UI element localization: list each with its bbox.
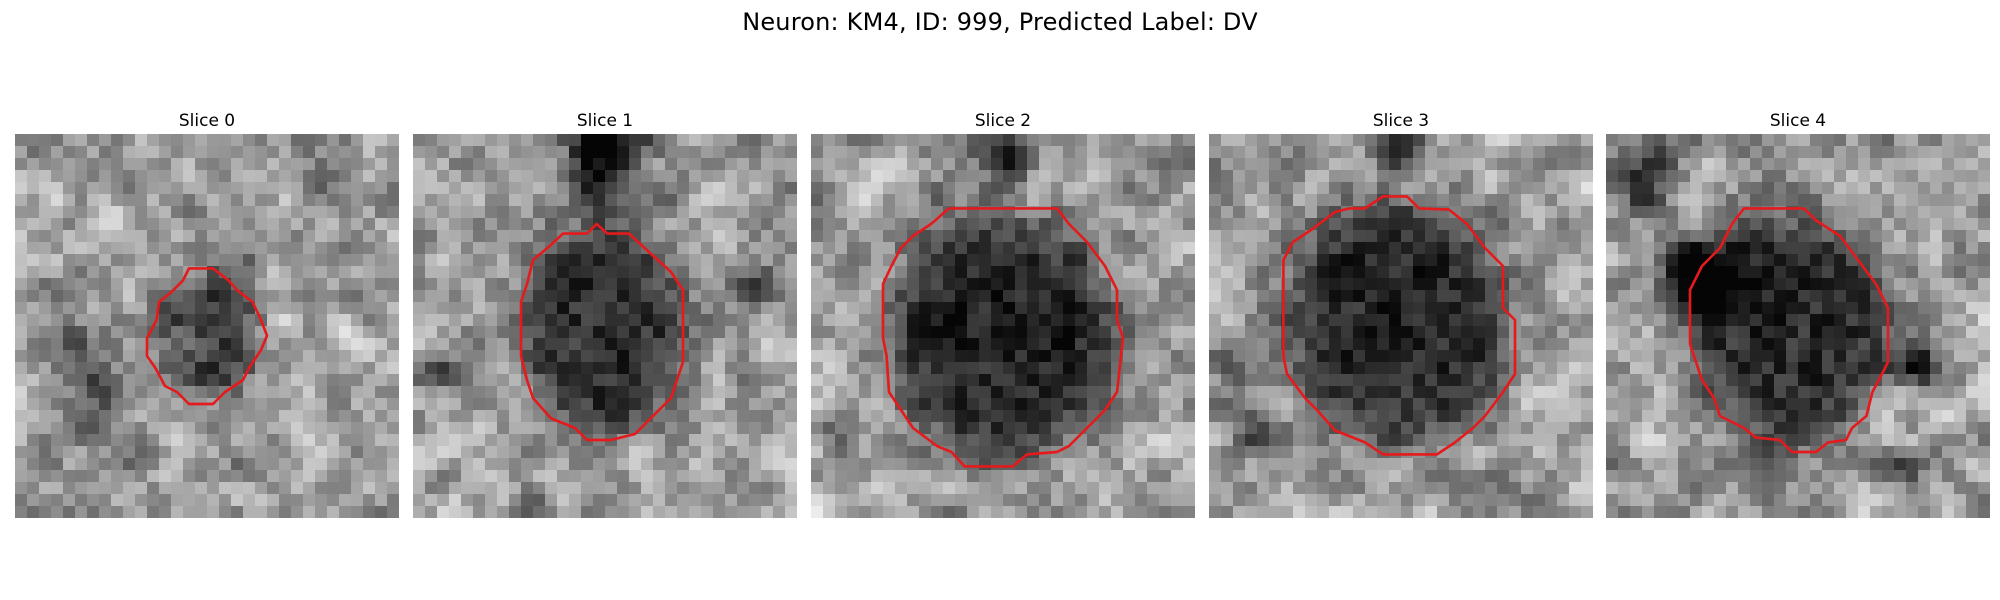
slice-panel-4: Slice 4 [1606,108,1990,134]
slice-panel-3: Slice 3 [1209,108,1593,134]
segmentation-contour-3 [1209,134,1593,518]
slice-image-0 [15,134,399,518]
segmentation-contour-4 [1606,134,1990,518]
contour-line-3 [1283,196,1515,454]
slice-title-1: Slice 1 [413,108,797,134]
slice-image-1 [413,134,797,518]
slice-title-4: Slice 4 [1606,108,1990,134]
slice-image-3 [1209,134,1593,518]
slice-panel-1: Slice 1 [413,108,797,134]
segmentation-contour-0 [15,134,399,518]
slice-title-2: Slice 2 [811,108,1195,134]
slice-title-0: Slice 0 [15,108,399,134]
contour-line-4 [1690,208,1888,452]
segmentation-contour-2 [811,134,1195,518]
slice-panel-0: Slice 0 [15,108,399,134]
segmentation-contour-1 [413,134,797,518]
slice-panel-2: Slice 2 [811,108,1195,134]
slice-title-3: Slice 3 [1209,108,1593,134]
slice-image-2 [811,134,1195,518]
figure-title: Neuron: KM4, ID: 999, Predicted Label: D… [0,8,2000,36]
slice-image-4 [1606,134,1990,518]
contour-line-2 [883,208,1123,466]
contour-line-1 [521,224,683,440]
contour-line-0 [147,268,267,404]
